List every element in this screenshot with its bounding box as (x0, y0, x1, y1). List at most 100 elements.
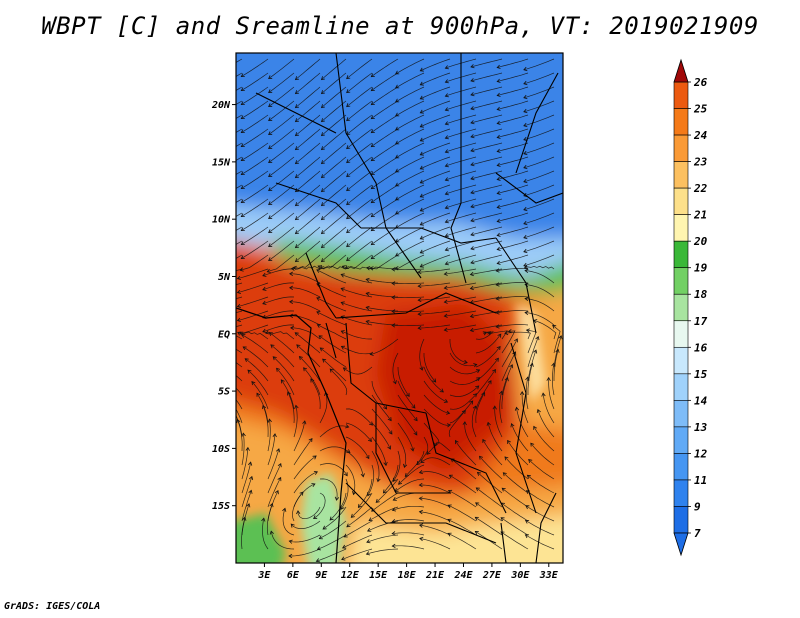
streamline-arrowhead (240, 199, 245, 203)
streamline (371, 492, 399, 512)
streamline-arrowhead (496, 246, 501, 251)
streamline-arrowhead (395, 126, 400, 131)
streamline (290, 327, 321, 340)
streamline (310, 378, 321, 410)
streamline-arrowhead (268, 75, 273, 80)
streamline (470, 142, 503, 152)
streamline (475, 346, 501, 368)
streamline-arrowhead (546, 376, 551, 381)
streamline-arrowhead (239, 331, 244, 336)
streamline-arrowhead (311, 483, 316, 488)
streamline-arrowhead (375, 498, 380, 503)
streamline (319, 425, 349, 438)
streamline-arrowhead (496, 176, 501, 181)
streamline-arrowhead (261, 517, 266, 522)
streamline-arrowhead (366, 266, 371, 271)
colorbar-label: 24 (693, 129, 708, 142)
streamline-arrowhead (470, 92, 475, 97)
streamline (262, 324, 295, 333)
streamline (341, 330, 372, 340)
streamline (395, 212, 425, 229)
streamline-arrowhead (294, 104, 300, 109)
streamline-arrowhead (267, 418, 272, 423)
streamline (236, 310, 243, 314)
streamline-arrowhead (470, 148, 475, 153)
streamline (321, 156, 347, 178)
streamline (470, 86, 503, 96)
streamline-arrowhead (320, 104, 325, 109)
streamline-arrowhead (240, 87, 245, 91)
streamline-arrowhead (268, 215, 273, 220)
streamline-arrowhead (313, 515, 318, 520)
streamline (320, 254, 347, 269)
colorbar-swatch (673, 293, 689, 322)
streamline (241, 433, 245, 466)
streamline-arrowhead (370, 115, 375, 120)
streamline-arrowhead (240, 171, 245, 175)
streamline-arrowhead (496, 162, 501, 167)
streamline-arrowhead (419, 536, 424, 542)
streamline-arrowhead (525, 328, 530, 333)
streamline (420, 128, 451, 142)
country-boundary (275, 182, 362, 229)
streamline (316, 269, 347, 284)
streamline-arrowhead (346, 145, 351, 150)
streamline (237, 310, 269, 321)
streamline (321, 212, 347, 234)
lat-label: EQ (218, 329, 230, 340)
streamline-arrowhead (211, 315, 214, 319)
streamline (262, 405, 269, 438)
streamline-arrowhead (487, 380, 492, 385)
streamline-arrowhead (514, 338, 518, 343)
streamline-arrowhead (262, 286, 267, 291)
streamline-arrowhead (211, 287, 214, 291)
streamline (423, 366, 444, 393)
streamline (501, 364, 513, 396)
streamline (291, 265, 321, 270)
streamline (276, 368, 295, 396)
streamline-arrowhead (248, 489, 253, 494)
streamline (290, 520, 321, 529)
streamline-arrowhead (365, 291, 370, 296)
streamline (497, 72, 529, 82)
streamline (293, 420, 306, 452)
streamline (497, 142, 529, 152)
streamline (497, 226, 529, 236)
streamline-arrowhead (276, 448, 281, 453)
streamline-arrowhead (470, 120, 475, 125)
streamline-arrowhead (320, 202, 325, 207)
streamline (395, 142, 425, 159)
streamline (497, 212, 529, 222)
streamline (268, 58, 295, 79)
streamline (496, 324, 529, 328)
streamline (470, 100, 503, 110)
streamline (295, 86, 321, 108)
streamline (321, 184, 347, 206)
streamline-arrowhead (244, 358, 249, 363)
streamline (345, 450, 364, 477)
streamline (321, 226, 347, 248)
streamline (476, 487, 503, 508)
streamline (475, 333, 502, 354)
streamline-arrowhead (218, 374, 222, 377)
streamline (523, 254, 555, 267)
streamline (289, 287, 321, 298)
streamline (241, 100, 269, 119)
streamline-arrowhead (334, 496, 340, 501)
streamline-arrowhead (419, 81, 424, 86)
colorbar-low-arrow (673, 532, 689, 557)
streamline-arrowhead (391, 295, 396, 300)
colorbar-label: 9 (694, 500, 701, 513)
streamline (394, 478, 425, 492)
streamline (321, 240, 347, 262)
streamline (293, 405, 298, 438)
colorbar-swatch (673, 320, 689, 348)
streamline-arrowhead (249, 475, 254, 481)
streamline-arrowhead (476, 377, 481, 382)
streamline-arrowhead (316, 324, 321, 328)
streamline (346, 184, 373, 205)
streamline-arrowhead (268, 117, 273, 122)
streamline-arrowhead (368, 421, 373, 426)
streamline (236, 142, 243, 147)
streamline-arrowhead (496, 64, 501, 69)
